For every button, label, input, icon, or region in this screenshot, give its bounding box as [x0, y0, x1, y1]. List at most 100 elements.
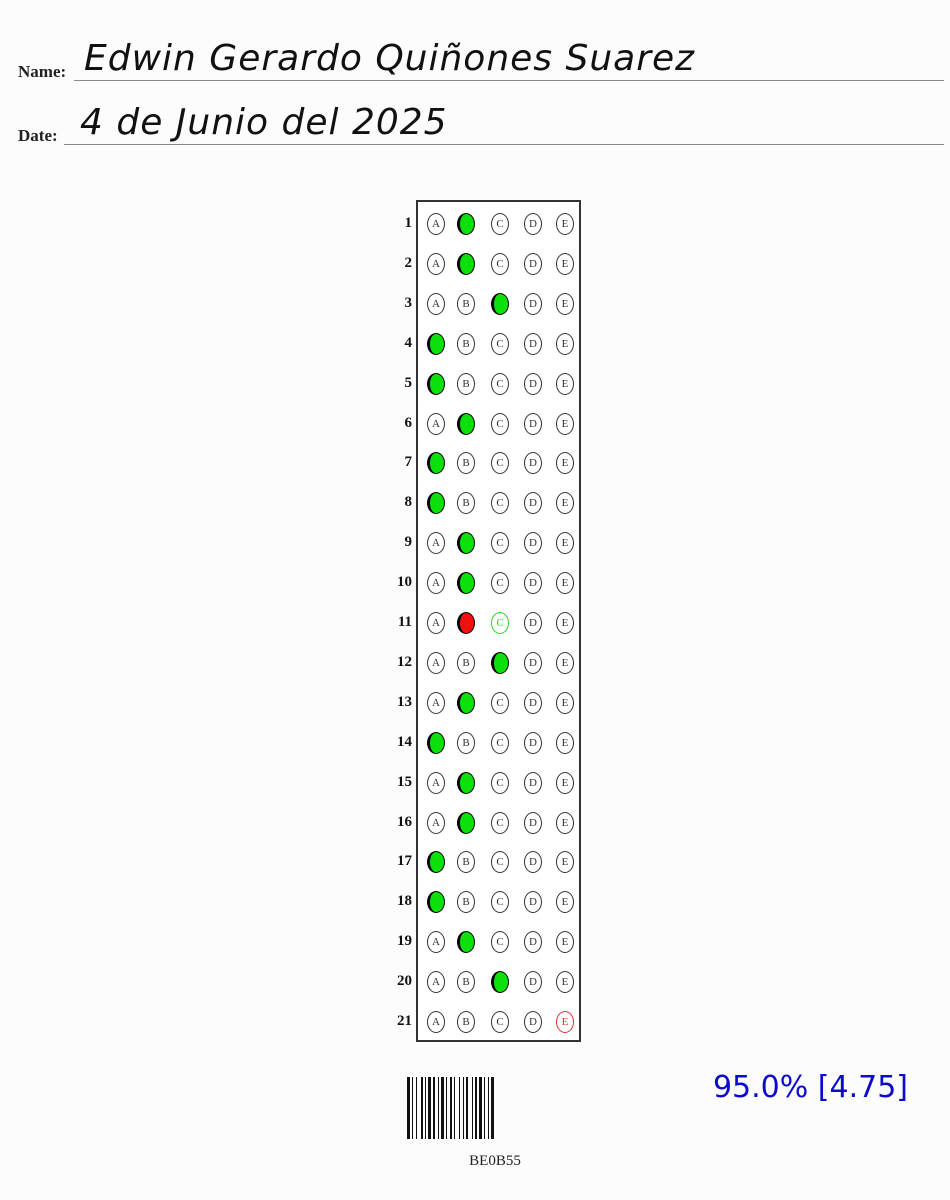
answer-bubble-5-d[interactable]: D: [524, 372, 542, 395]
answer-bubble-16-a[interactable]: A: [427, 811, 445, 834]
answer-bubble-8-d[interactable]: D: [524, 492, 542, 515]
answer-bubble-19-e[interactable]: E: [556, 931, 574, 954]
answer-bubble-4-d[interactable]: D: [524, 332, 542, 355]
answer-bubble-14-a[interactable]: A: [427, 731, 445, 754]
answer-bubble-11-b[interactable]: B: [457, 612, 475, 634]
answer-bubble-3-a[interactable]: A: [427, 292, 445, 315]
answer-bubble-21-c[interactable]: C: [491, 1011, 509, 1033]
answer-bubble-21-e[interactable]: E: [556, 1011, 574, 1033]
answer-bubble-4-b[interactable]: B: [457, 332, 475, 355]
answer-bubble-2-a[interactable]: A: [427, 252, 445, 275]
answer-bubble-18-a[interactable]: A: [427, 891, 445, 914]
answer-bubble-17-a[interactable]: A: [427, 851, 445, 874]
answer-bubble-12-e[interactable]: E: [556, 651, 574, 674]
answer-bubble-12-a[interactable]: A: [427, 651, 445, 674]
answer-bubble-14-b[interactable]: B: [457, 731, 475, 754]
answer-bubble-3-e[interactable]: E: [556, 292, 574, 315]
answer-bubble-2-b[interactable]: B: [457, 252, 475, 275]
answer-bubble-12-b[interactable]: B: [457, 651, 475, 674]
answer-bubble-15-e[interactable]: E: [556, 771, 574, 794]
answer-bubble-11-c[interactable]: C: [491, 612, 509, 634]
answer-bubble-7-a[interactable]: A: [427, 452, 445, 475]
answer-bubble-20-a[interactable]: A: [427, 971, 445, 994]
answer-bubble-16-b[interactable]: B: [457, 811, 475, 834]
answer-bubble-7-b[interactable]: B: [457, 452, 475, 475]
answer-bubble-1-a[interactable]: A: [427, 213, 445, 235]
answer-bubble-6-b[interactable]: B: [457, 412, 475, 435]
answer-bubble-10-d[interactable]: D: [524, 572, 542, 595]
answer-bubble-9-d[interactable]: D: [524, 532, 542, 555]
answer-bubble-13-b[interactable]: B: [457, 691, 475, 714]
answer-bubble-6-e[interactable]: E: [556, 412, 574, 435]
answer-bubble-10-b[interactable]: B: [457, 572, 475, 595]
answer-bubble-18-e[interactable]: E: [556, 891, 574, 914]
answer-bubble-21-d[interactable]: D: [524, 1011, 542, 1033]
answer-bubble-10-e[interactable]: E: [556, 572, 574, 595]
answer-bubble-3-d[interactable]: D: [524, 292, 542, 315]
answer-bubble-11-e[interactable]: E: [556, 612, 574, 634]
answer-bubble-3-c[interactable]: C: [491, 292, 509, 315]
answer-bubble-7-c[interactable]: C: [491, 452, 509, 475]
answer-bubble-12-d[interactable]: D: [524, 651, 542, 674]
answer-bubble-5-c[interactable]: C: [491, 372, 509, 395]
answer-bubble-15-d[interactable]: D: [524, 771, 542, 794]
answer-bubble-12-c[interactable]: C: [491, 651, 509, 674]
answer-bubble-19-b[interactable]: B: [457, 931, 475, 954]
answer-bubble-17-e[interactable]: E: [556, 851, 574, 874]
answer-bubble-20-e[interactable]: E: [556, 971, 574, 994]
answer-bubble-1-e[interactable]: E: [556, 213, 574, 235]
answer-bubble-9-a[interactable]: A: [427, 532, 445, 555]
answer-bubble-13-e[interactable]: E: [556, 691, 574, 714]
answer-bubble-8-c[interactable]: C: [491, 492, 509, 515]
answer-bubble-10-c[interactable]: C: [491, 572, 509, 595]
answer-bubble-5-e[interactable]: E: [556, 372, 574, 395]
answer-bubble-7-e[interactable]: E: [556, 452, 574, 475]
answer-bubble-1-d[interactable]: D: [524, 213, 542, 235]
answer-bubble-18-c[interactable]: C: [491, 891, 509, 914]
answer-bubble-5-a[interactable]: A: [427, 372, 445, 395]
answer-bubble-13-c[interactable]: C: [491, 691, 509, 714]
answer-bubble-16-d[interactable]: D: [524, 811, 542, 834]
answer-bubble-6-a[interactable]: A: [427, 412, 445, 435]
answer-bubble-4-c[interactable]: C: [491, 332, 509, 355]
answer-bubble-19-c[interactable]: C: [491, 931, 509, 954]
answer-bubble-2-d[interactable]: D: [524, 252, 542, 275]
answer-bubble-16-c[interactable]: C: [491, 811, 509, 834]
answer-bubble-17-b[interactable]: B: [457, 851, 475, 874]
answer-bubble-20-d[interactable]: D: [524, 971, 542, 994]
answer-bubble-15-a[interactable]: A: [427, 771, 445, 794]
answer-bubble-1-c[interactable]: C: [491, 213, 509, 235]
answer-bubble-4-e[interactable]: E: [556, 332, 574, 355]
answer-bubble-21-a[interactable]: A: [427, 1011, 445, 1033]
answer-bubble-1-b[interactable]: B: [457, 213, 475, 235]
answer-bubble-13-d[interactable]: D: [524, 691, 542, 714]
answer-bubble-9-e[interactable]: E: [556, 532, 574, 555]
answer-bubble-15-b[interactable]: B: [457, 771, 475, 794]
answer-bubble-2-c[interactable]: C: [491, 252, 509, 275]
answer-bubble-18-b[interactable]: B: [457, 891, 475, 914]
answer-bubble-8-a[interactable]: A: [427, 492, 445, 515]
answer-bubble-17-c[interactable]: C: [491, 851, 509, 874]
answer-bubble-14-e[interactable]: E: [556, 731, 574, 754]
answer-bubble-9-c[interactable]: C: [491, 532, 509, 555]
answer-bubble-19-d[interactable]: D: [524, 931, 542, 954]
answer-bubble-14-c[interactable]: C: [491, 731, 509, 754]
answer-bubble-20-c[interactable]: C: [491, 971, 509, 994]
answer-bubble-6-d[interactable]: D: [524, 412, 542, 435]
answer-bubble-8-e[interactable]: E: [556, 492, 574, 515]
answer-bubble-13-a[interactable]: A: [427, 691, 445, 714]
answer-bubble-10-a[interactable]: A: [427, 572, 445, 595]
answer-bubble-2-e[interactable]: E: [556, 252, 574, 275]
answer-bubble-3-b[interactable]: B: [457, 292, 475, 315]
answer-bubble-8-b[interactable]: B: [457, 492, 475, 515]
answer-bubble-19-a[interactable]: A: [427, 931, 445, 954]
answer-bubble-21-b[interactable]: B: [457, 1011, 475, 1033]
answer-bubble-14-d[interactable]: D: [524, 731, 542, 754]
answer-bubble-7-d[interactable]: D: [524, 452, 542, 475]
answer-bubble-16-e[interactable]: E: [556, 811, 574, 834]
answer-bubble-20-b[interactable]: B: [457, 971, 475, 994]
answer-bubble-18-d[interactable]: D: [524, 891, 542, 914]
answer-bubble-11-a[interactable]: A: [427, 612, 445, 634]
answer-bubble-5-b[interactable]: B: [457, 372, 475, 395]
answer-bubble-15-c[interactable]: C: [491, 771, 509, 794]
